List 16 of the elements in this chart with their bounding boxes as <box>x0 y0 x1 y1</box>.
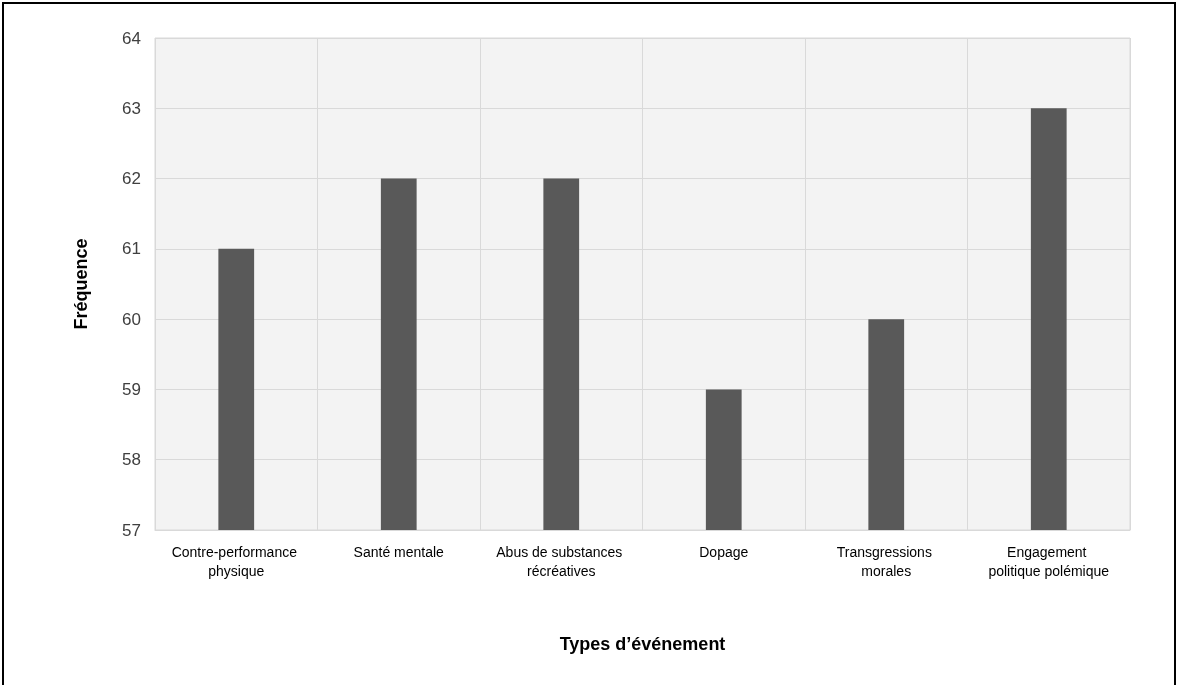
y-tick-label: 59 <box>122 379 141 399</box>
x-tick-label: Engagement politique polémique <box>988 543 1110 579</box>
y-tick-label: 61 <box>122 239 141 259</box>
y-tick-label: 60 <box>122 309 141 329</box>
y-tick-label: 58 <box>122 450 141 470</box>
x-tick-label: Abus de substances récréatives <box>496 543 627 579</box>
y-tick-label: 57 <box>122 520 141 540</box>
x-tick-label: Dopage <box>699 543 749 560</box>
x-tick-label: Contre-performance physique <box>171 543 301 579</box>
x-tick-label: Transgressions morales <box>836 543 936 579</box>
y-axis-title: Fréquence <box>71 238 91 330</box>
y-tick-label: 64 <box>122 28 141 48</box>
y-tick-label: 63 <box>122 98 141 118</box>
x-axis-title: Types d’événement <box>559 634 726 654</box>
x-tick-label: Santé mentale <box>353 543 445 560</box>
y-tick-label: 62 <box>122 169 141 189</box>
